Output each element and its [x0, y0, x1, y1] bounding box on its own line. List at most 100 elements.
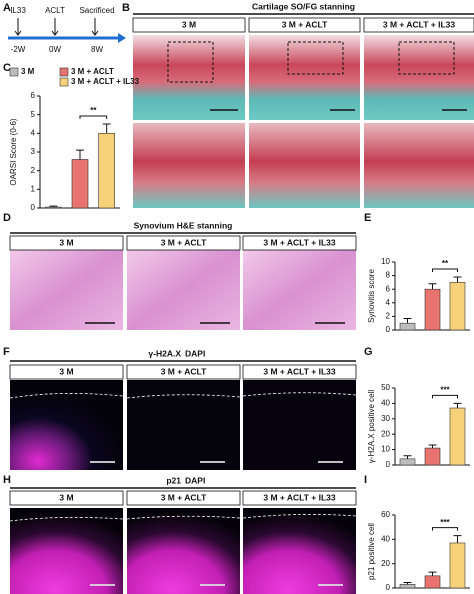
column-label: 3 M + ACLT — [282, 19, 328, 29]
y-tick-label: 1 — [31, 184, 36, 193]
column-header — [242, 490, 357, 506]
column-label: 3 M + ACLT — [161, 237, 207, 247]
significance-bracket — [432, 527, 458, 531]
timeline-time: 0W — [49, 45, 61, 54]
column-header — [248, 17, 361, 33]
timeline-event: ACLT — [45, 6, 65, 15]
legend-swatch — [59, 77, 69, 87]
column-label: 3 M — [59, 237, 73, 247]
bar — [424, 575, 441, 589]
error-bar — [453, 535, 462, 543]
column-header — [126, 490, 241, 506]
bar — [98, 133, 115, 209]
error-bar — [453, 402, 462, 409]
column-header — [9, 235, 124, 251]
panel-label: H — [3, 474, 11, 486]
panel-label: E — [364, 212, 371, 224]
timeline-time: 8W — [91, 45, 103, 54]
bar — [399, 458, 416, 466]
y-tick-label: 6 — [31, 91, 36, 100]
column-label: 3 M — [182, 19, 196, 29]
y-tick-label: 20 — [381, 559, 390, 568]
error-bar — [403, 582, 412, 585]
error-bar — [403, 455, 412, 459]
error-bar — [428, 444, 437, 449]
y-tick-label: 60 — [381, 510, 390, 519]
y-tick-label: 0 — [31, 203, 36, 212]
bar — [424, 447, 441, 466]
panel-label: G — [364, 346, 373, 358]
panel-title: Cartilage SO/FG stanning — [252, 1, 355, 11]
error-bar — [428, 283, 437, 290]
bar — [399, 584, 416, 589]
y-tick-label: 30 — [381, 414, 390, 423]
column-label: 3 M + ACLT — [161, 492, 207, 502]
panel-label: A — [3, 2, 11, 14]
timeline — [8, 18, 126, 43]
significance-bracket — [79, 115, 108, 119]
significance: ** — [90, 106, 97, 115]
error-bar — [453, 276, 462, 283]
legend-swatch — [9, 67, 19, 77]
y-tick-label: 4 — [31, 128, 36, 137]
significance-bracket — [432, 268, 458, 272]
panel-label: I — [364, 474, 367, 486]
bar — [449, 282, 466, 331]
legend-label: 3 M + ACLT + IL33 — [71, 77, 140, 86]
y-tick-label: 0 — [386, 460, 391, 469]
y-tick-label: 40 — [381, 534, 390, 543]
error-bar — [102, 123, 111, 134]
y-tick-label: 2 — [386, 312, 391, 321]
column-label: 3 M — [59, 492, 73, 502]
y-tick-label: 5 — [31, 110, 36, 119]
column-header — [132, 17, 246, 33]
column-header — [9, 490, 124, 506]
y-tick-label: 6 — [386, 284, 391, 293]
column-label: 3 M — [59, 366, 73, 376]
bar — [45, 206, 62, 209]
y-tick-label: 2 — [31, 166, 36, 175]
legend-label: 3 M — [21, 67, 35, 76]
y-axis-label: p21 positive cell — [367, 523, 376, 580]
panel-label: F — [3, 346, 10, 358]
column-header — [242, 235, 357, 251]
timeline-event: IL33 — [10, 6, 26, 15]
significance-bracket — [432, 394, 458, 399]
y-tick-label: 8 — [386, 271, 391, 280]
y-tick-label: 0 — [386, 583, 391, 592]
y-tick-label: 0 — [386, 325, 391, 334]
column-header — [126, 364, 241, 380]
panel-title: DAPI — [185, 475, 205, 485]
y-tick-label: 10 — [381, 445, 390, 454]
error-bar — [49, 205, 58, 208]
column-label: 3 M + ACLT — [161, 366, 207, 376]
panel-title: γ-H2A.X — [148, 348, 181, 358]
y-axis-label: γ-H2A.X positive cell — [367, 390, 376, 464]
y-tick-label: 20 — [381, 429, 390, 438]
y-axis-label: Synovitis score — [367, 269, 376, 323]
error-bar — [76, 149, 84, 160]
panel-label: D — [3, 212, 11, 224]
bar — [71, 159, 89, 209]
error-bar — [403, 317, 412, 324]
error-bar — [428, 571, 437, 576]
bar — [399, 322, 416, 331]
panel-label: C — [3, 62, 11, 74]
column-header — [363, 17, 474, 33]
column-header — [242, 364, 357, 380]
y-tick-label: 4 — [386, 298, 391, 307]
y-tick-label: 40 — [381, 399, 390, 408]
y-tick-label: 3 — [31, 147, 36, 156]
panel-label: B — [122, 2, 130, 14]
significance: *** — [440, 386, 450, 395]
y-tick-label: 10 — [381, 257, 390, 266]
column-header — [9, 364, 124, 380]
column-label: 3 M + ACLT + IL33 — [383, 19, 456, 29]
y-axis-label: OARSI Score (0-6) — [9, 118, 18, 185]
bar — [449, 407, 466, 466]
legend-swatch — [59, 67, 69, 77]
column-label: 3 M + ACLT + IL33 — [263, 237, 336, 247]
bar — [424, 288, 441, 331]
legend-label: 3 M + ACLT — [71, 67, 114, 76]
